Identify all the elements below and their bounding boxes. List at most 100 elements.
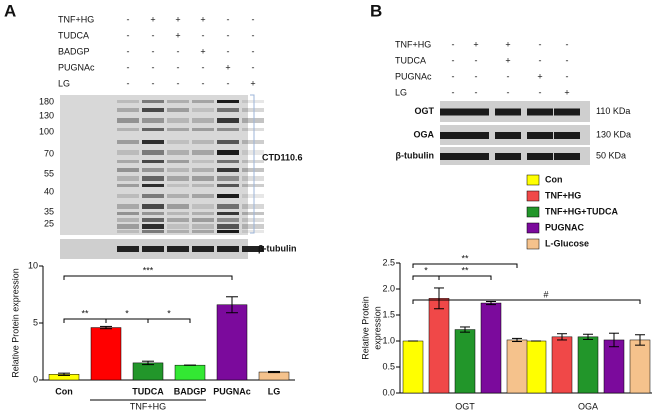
blot-band (142, 184, 164, 187)
treatment-sign: - (177, 62, 180, 72)
sig-label: * (125, 308, 129, 318)
blot-band (440, 153, 466, 160)
blot-band (192, 230, 214, 233)
blot-band (142, 118, 164, 123)
blot-band (192, 194, 214, 198)
treatment-sign: - (227, 30, 230, 40)
blot-band (117, 224, 139, 229)
treatment-sign: - (227, 46, 230, 56)
blot-band (142, 150, 164, 155)
blot-band (217, 230, 239, 233)
bar (603, 339, 625, 394)
blot-band (117, 184, 139, 187)
blot-band (217, 184, 239, 187)
treatment-sign: - (202, 30, 205, 40)
treatment-sign: - (227, 78, 230, 88)
blot-band (217, 224, 239, 229)
treatment-sign: - (127, 78, 130, 88)
blot-size: 50 KDa (596, 150, 626, 160)
x-tick-label: BADGP (174, 386, 207, 396)
blot-band (167, 218, 189, 222)
blot-name: OGA (413, 129, 434, 139)
blot-band (217, 108, 239, 112)
antibody-label: CTD110.6 (262, 152, 303, 162)
blot-size: 110 KDa (596, 106, 630, 116)
blot-band (242, 246, 264, 252)
blot-band (142, 160, 164, 163)
blot-band (192, 168, 214, 172)
blot-band (117, 230, 139, 233)
treatment-sign: - (452, 55, 455, 65)
treatment-sign: - (452, 39, 455, 49)
blot-band (142, 230, 164, 233)
bracket (250, 94, 255, 234)
blot-band (192, 204, 214, 209)
sig-label: * (167, 308, 171, 318)
treatment-sign: - (152, 78, 155, 88)
blot-band (167, 160, 189, 163)
blot-band (217, 100, 239, 103)
blot-band (527, 108, 553, 116)
treatment-name: TUDCA (395, 55, 426, 65)
blot-band (463, 153, 489, 160)
legend-label: Con (545, 174, 563, 184)
treatment-sign: - (152, 30, 155, 40)
blot-band (142, 218, 164, 222)
blot-band (167, 224, 189, 229)
bar (480, 302, 502, 394)
treatment-sign: - (252, 62, 255, 72)
blot-band (495, 132, 521, 139)
legend-label: TNF+HG+TUDCA (545, 206, 619, 216)
treatment-sign: + (505, 39, 510, 49)
blot-band (242, 194, 264, 198)
treatment-sign: + (175, 14, 180, 24)
treatment-sign: - (252, 30, 255, 40)
treatment-sign: - (475, 71, 478, 81)
treatment-sign: - (127, 62, 130, 72)
blot-band (440, 132, 466, 139)
y-tick-label: 0 (33, 374, 38, 384)
blot-band (142, 246, 164, 252)
blot-band (192, 100, 214, 103)
blot-band (554, 132, 580, 139)
blot-band (142, 128, 164, 131)
y-tick-label: 1.0 (382, 335, 395, 345)
bar (132, 362, 164, 381)
treatment-sign: + (175, 30, 180, 40)
bar (629, 339, 651, 394)
blot-band (242, 168, 264, 172)
blot-band (554, 153, 580, 160)
blot-band (242, 230, 264, 233)
sig-label: *** (143, 265, 154, 275)
bar (216, 304, 248, 381)
blot-band (167, 108, 189, 112)
treatment-sign: - (177, 78, 180, 88)
sig-bracket (63, 318, 107, 323)
blot-band (495, 153, 521, 160)
blot-band (117, 246, 139, 252)
sig-bracket (438, 275, 492, 280)
legend-label: TNF+HG (545, 190, 581, 200)
treatment-sign: - (566, 71, 569, 81)
y-tick-label: 1.5 (382, 309, 395, 319)
treatment-sign: - (202, 62, 205, 72)
blot-band (192, 184, 214, 187)
y-tick-label: 5 (33, 317, 38, 327)
y-axis-label: Relative Protein expression (10, 268, 20, 378)
bar (506, 339, 528, 394)
treatment-name: PUGNAc (395, 71, 432, 81)
blot-band (192, 128, 214, 131)
treatment-sign: - (475, 55, 478, 65)
treatment-sign: - (252, 14, 255, 24)
blot-band (192, 224, 214, 229)
blot-band (242, 212, 264, 215)
blot-band (167, 140, 189, 144)
y-axis-label: Relative Protein (360, 296, 370, 360)
treatment-sign: + (200, 14, 205, 24)
blot-band (217, 160, 239, 163)
blot-band (242, 184, 264, 187)
legend-swatch (526, 222, 540, 234)
blot-band (192, 212, 214, 215)
treatment-sign: + (473, 39, 478, 49)
x-tick-label: LG (268, 386, 281, 396)
